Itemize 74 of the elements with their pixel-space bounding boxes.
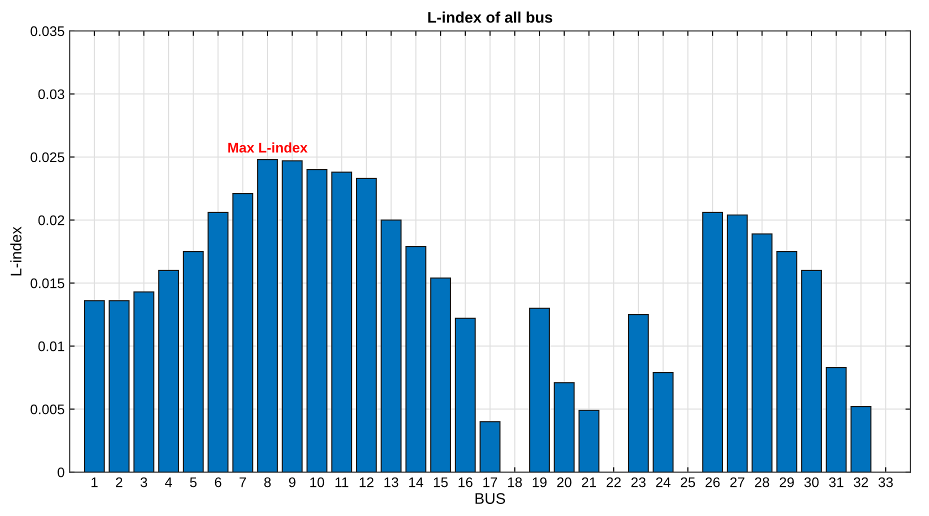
x-tick-label: 10 (310, 477, 324, 488)
x-tick-label: 6 (214, 477, 222, 488)
chart-title: L-index of all bus (428, 12, 552, 23)
bar (850, 406, 872, 472)
bar (628, 314, 649, 472)
x-tick-label: 24 (656, 477, 670, 488)
x-tick-label: 26 (706, 477, 720, 488)
bar (380, 219, 402, 472)
x-tick-label: 5 (190, 478, 197, 488)
x-tick-label: 21 (582, 477, 596, 488)
x-tick-label: 1 (92, 478, 98, 488)
bar (430, 277, 452, 472)
x-tick-label: 8 (264, 477, 271, 488)
x-tick-label: 14 (409, 478, 424, 488)
x-tick-label: 23 (631, 477, 646, 488)
x-tick-label: 12 (360, 477, 374, 488)
x-tick-label: 13 (384, 477, 398, 488)
bar (801, 270, 822, 472)
y-axis-title: L-index (10, 226, 22, 276)
x-tick-label: 29 (780, 477, 794, 488)
x-tick-label: 20 (557, 477, 572, 488)
x-tick-label: 27 (730, 477, 744, 488)
x-tick-label: 25 (680, 477, 696, 488)
x-tick-label: 15 (434, 478, 448, 488)
x-tick-label: 19 (532, 477, 547, 488)
x-axis-title: BUS (476, 493, 506, 504)
bar (257, 158, 278, 472)
x-tick-label: 2 (116, 477, 122, 488)
x-tick-label: 18 (508, 477, 522, 488)
bar (702, 212, 724, 472)
bar (776, 250, 798, 472)
bar (578, 410, 600, 472)
bar (232, 193, 254, 472)
bar (529, 308, 550, 472)
bar (282, 160, 303, 472)
bar (84, 300, 105, 472)
x-tick-label: 3 (140, 477, 148, 488)
bar (158, 270, 180, 472)
x-tick-label: 28 (755, 477, 770, 488)
x-tick-label: 22 (606, 477, 621, 488)
bar (133, 291, 154, 472)
bar (356, 178, 377, 472)
x-tick-label: 32 (854, 477, 868, 488)
x-tick-label: 31 (829, 477, 844, 488)
y-tick-label: 0.025 (30, 152, 64, 162)
y-tick-label: 0.005 (30, 404, 64, 414)
bar (182, 250, 204, 472)
y-tick-label: 0.035 (30, 26, 64, 36)
bar (752, 233, 772, 472)
x-tick-label: 7 (240, 478, 246, 488)
bar (331, 172, 352, 472)
x-tick-label: 11 (336, 478, 348, 488)
y-tick-label: 0.015 (30, 278, 64, 288)
x-tick-label: 16 (458, 477, 472, 488)
y-tick-label: 0.01 (38, 341, 64, 352)
x-tick-label: 30 (804, 477, 819, 488)
bar (554, 382, 575, 472)
y-tick-label: 0.03 (38, 89, 64, 100)
annotation: Max L-index (228, 142, 308, 153)
x-tick-label: 33 (878, 477, 893, 488)
bar (480, 421, 500, 472)
bar (726, 214, 748, 472)
y-tick-label: 0 (58, 467, 64, 478)
bar (405, 246, 426, 472)
bar (208, 212, 228, 472)
bar (826, 366, 847, 472)
bar (652, 372, 674, 472)
x-tick-label: 4 (165, 478, 172, 488)
bar (306, 169, 328, 472)
x-tick-label: 17 (483, 478, 498, 488)
x-tick-label: 9 (289, 477, 296, 488)
bar (454, 318, 476, 472)
y-tick-label: 0.02 (38, 215, 64, 226)
bar (108, 300, 130, 472)
